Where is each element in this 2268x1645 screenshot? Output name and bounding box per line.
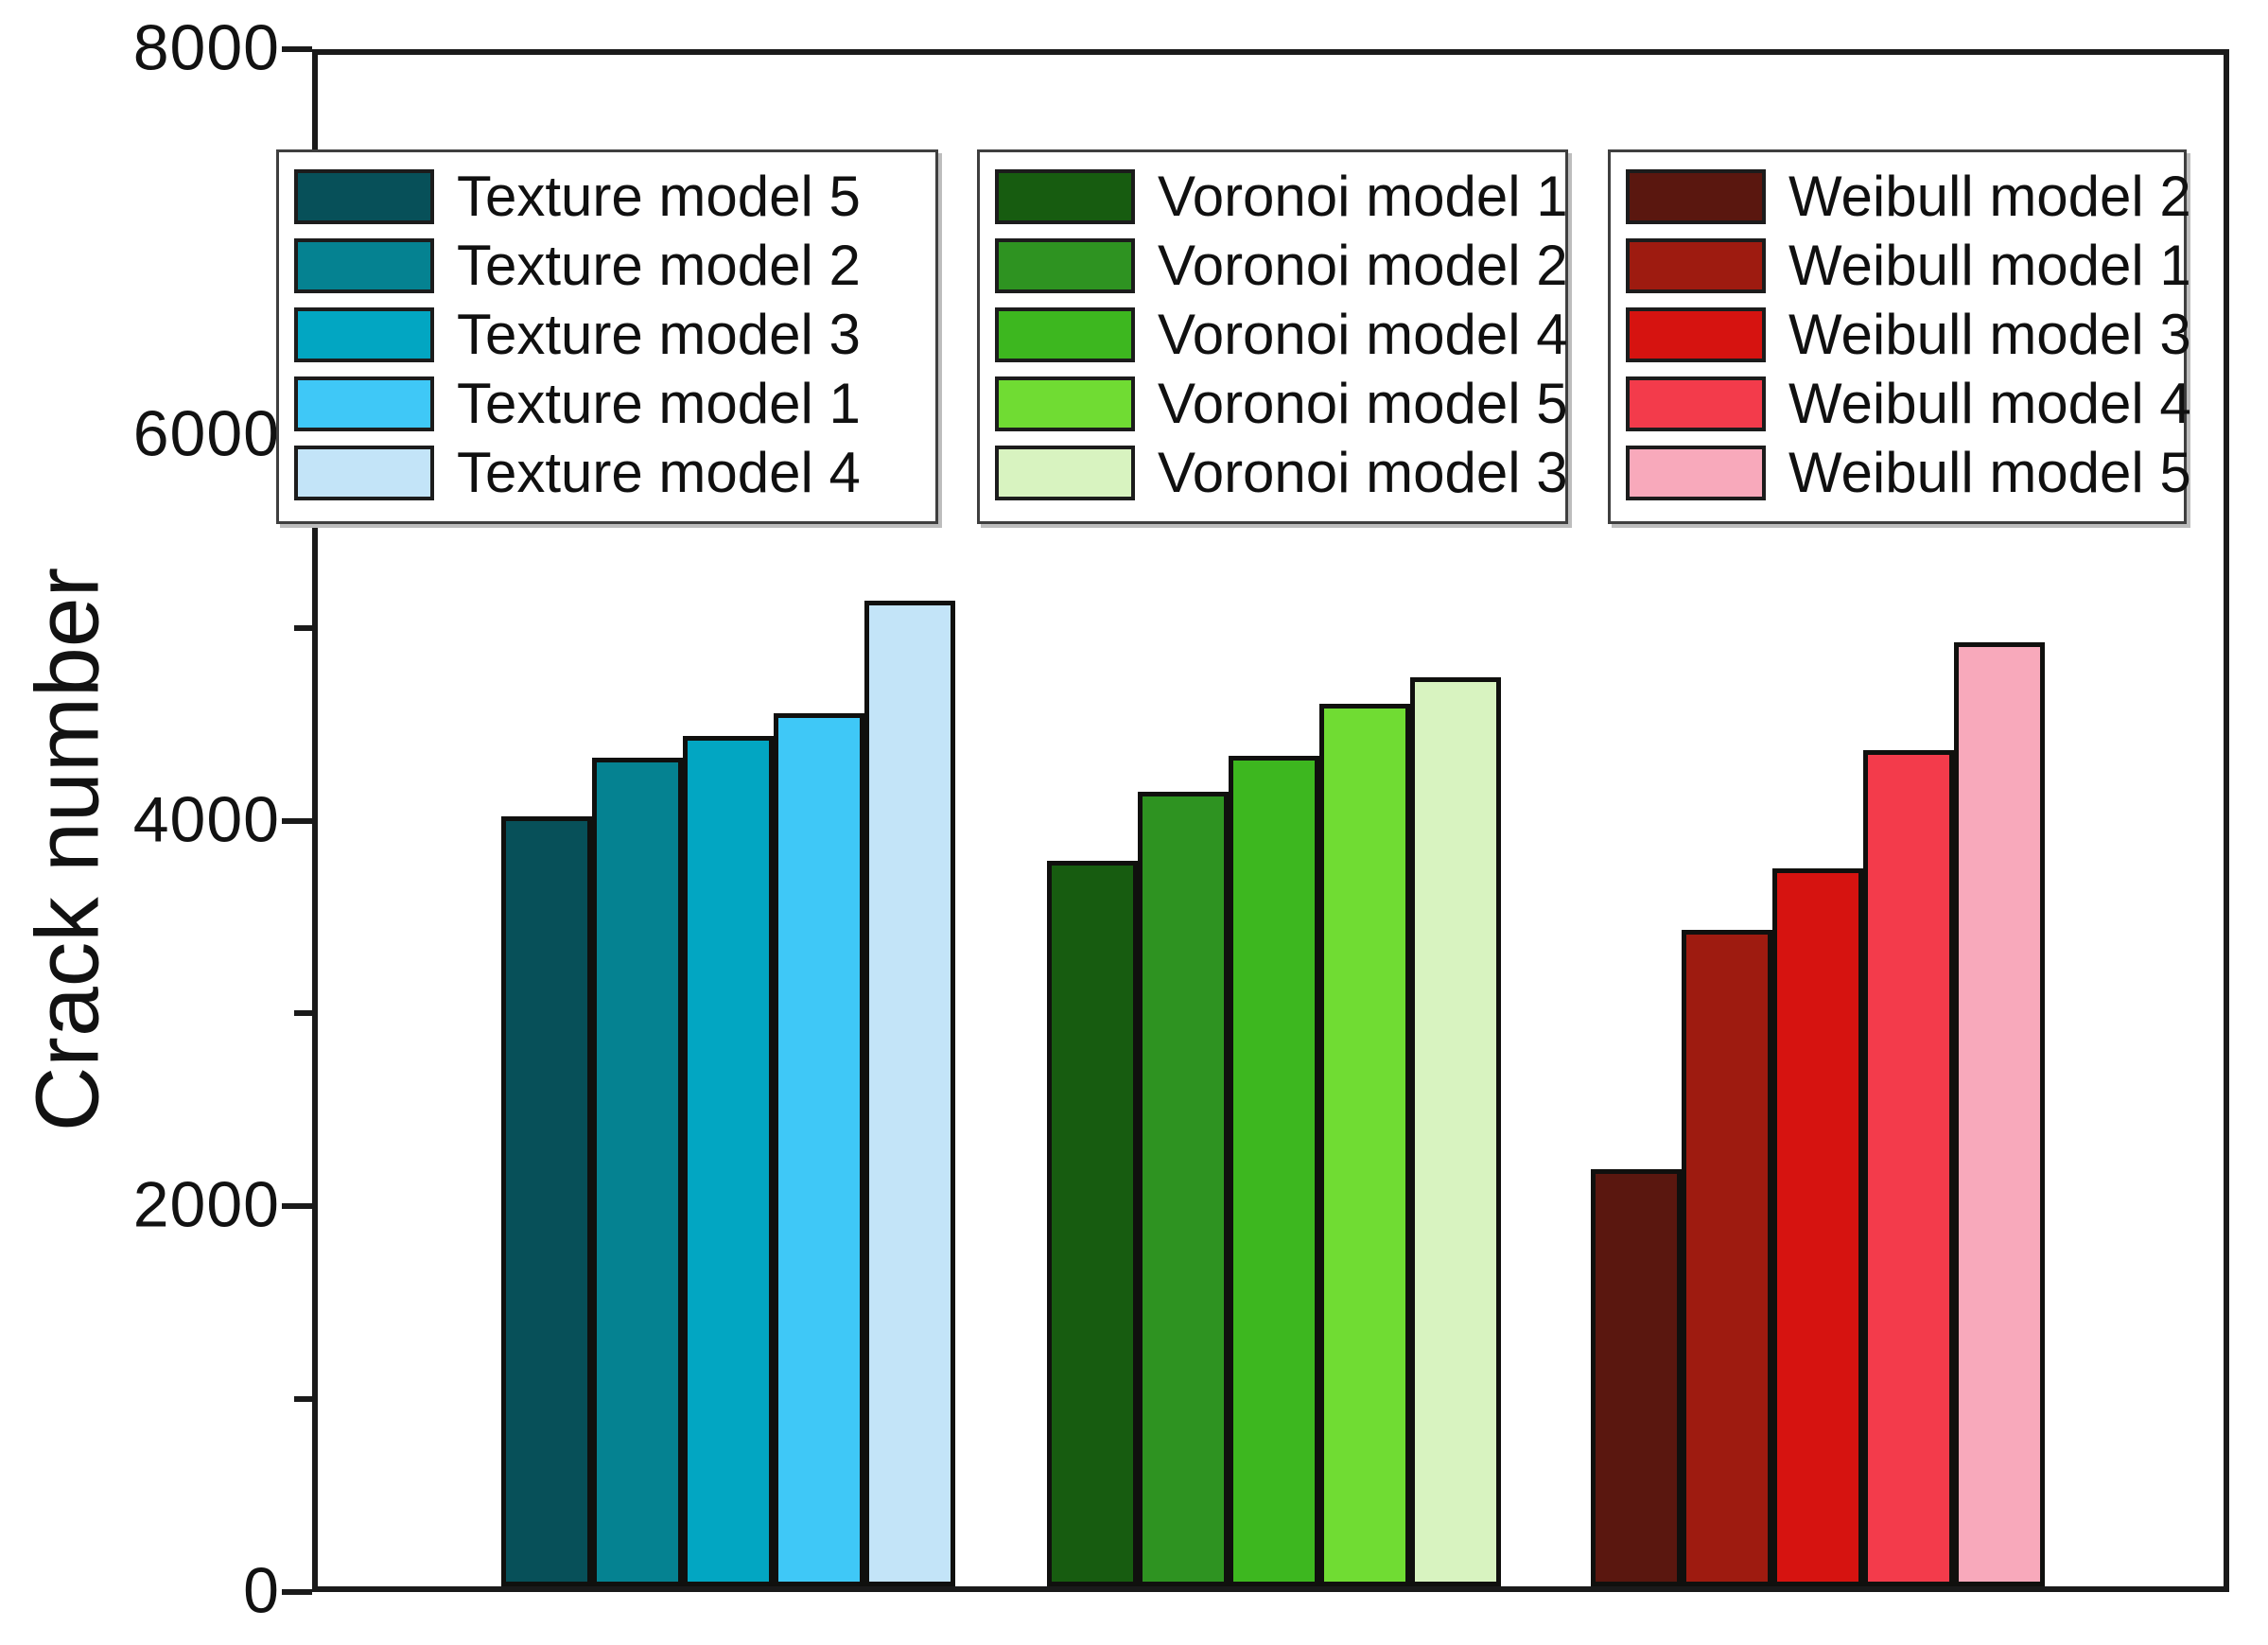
bar-voronoi-model-5 bbox=[1319, 704, 1410, 1586]
bar-weibull-model-5 bbox=[1954, 642, 2045, 1586]
legend-label: Texture model 1 bbox=[457, 372, 861, 435]
bar-weibull-model-4 bbox=[1863, 750, 1954, 1586]
legend-swatch-texture-model-3 bbox=[294, 306, 434, 362]
bars-layer bbox=[318, 55, 2224, 1586]
y-minor-tick bbox=[294, 624, 312, 631]
bar-weibull-model-1 bbox=[1682, 930, 1772, 1586]
legend-label: Voronoi model 1 bbox=[1158, 165, 1568, 228]
legend-swatch-weibull-model-2 bbox=[1626, 168, 1766, 224]
bar-voronoi-model-3 bbox=[1410, 677, 1501, 1586]
legend-item-texture-model-3: Texture model 3 bbox=[294, 300, 935, 369]
legend-item-texture-model-4: Texture model 4 bbox=[294, 438, 935, 507]
bar-texture-model-3 bbox=[683, 736, 774, 1586]
legend-label: Texture model 3 bbox=[457, 303, 861, 366]
y-tick-label: 4000 bbox=[132, 782, 280, 855]
legend-item-weibull-model-2: Weibull model 2 bbox=[1626, 162, 2191, 231]
legend-item-weibull-model-4: Weibull model 4 bbox=[1626, 369, 2191, 438]
y-major-tick bbox=[282, 46, 312, 52]
legend-item-voronoi-model-5: Voronoi model 5 bbox=[995, 369, 1568, 438]
y-major-tick bbox=[282, 1203, 312, 1210]
y-minor-tick bbox=[294, 1010, 312, 1017]
y-tick-label: 0 bbox=[243, 1554, 280, 1627]
legend-item-voronoi-model-4: Voronoi model 4 bbox=[995, 300, 1568, 369]
legend-item-weibull-model-1: Weibull model 1 bbox=[1626, 231, 2191, 300]
legend-label: Voronoi model 2 bbox=[1158, 234, 1568, 297]
y-tick-label: 8000 bbox=[132, 11, 280, 84]
legend-swatch-voronoi-model-3 bbox=[995, 445, 1135, 500]
legend-item-voronoi-model-3: Voronoi model 3 bbox=[995, 438, 1568, 507]
legend-swatch-weibull-model-3 bbox=[1626, 306, 1766, 362]
legend-item-weibull-model-5: Weibull model 5 bbox=[1626, 438, 2191, 507]
legend-label: Weibull model 1 bbox=[1788, 234, 2191, 297]
legend-swatch-voronoi-model-5 bbox=[995, 376, 1135, 431]
legend-label: Texture model 4 bbox=[457, 441, 861, 504]
legend-swatch-texture-model-5 bbox=[294, 168, 434, 224]
bar-weibull-model-3 bbox=[1772, 868, 1863, 1586]
legend-label: Texture model 5 bbox=[457, 165, 861, 228]
y-axis-title: Crack number bbox=[17, 567, 118, 1132]
legend-label: Weibull model 4 bbox=[1788, 372, 2191, 435]
legend-weibull-models: Weibull model 2 Weibull model 1 Weibull mo… bbox=[1608, 149, 2191, 524]
legend-texture-models: Texture model 5 Texture model 2 Texture mo… bbox=[276, 149, 938, 524]
bar-voronoi-model-2 bbox=[1138, 792, 1229, 1586]
legend-label: Voronoi model 4 bbox=[1158, 303, 1568, 366]
y-major-tick bbox=[282, 1589, 312, 1595]
legend-item-weibull-model-3: Weibull model 3 bbox=[1626, 300, 2191, 369]
legend-label: Weibull model 5 bbox=[1788, 441, 2191, 504]
bar-weibull-model-2 bbox=[1591, 1169, 1682, 1586]
legend-item-voronoi-model-1: Voronoi model 1 bbox=[995, 162, 1568, 231]
legend-label: Weibull model 3 bbox=[1788, 303, 2191, 366]
legend-swatch-texture-model-4 bbox=[294, 445, 434, 500]
bar-texture-model-5 bbox=[501, 816, 592, 1586]
bar-voronoi-model-4 bbox=[1229, 756, 1319, 1586]
bar-voronoi-model-1 bbox=[1047, 861, 1138, 1586]
legend-voronoi-models: Voronoi model 1 Voronoi model 2 Voronoi mo… bbox=[977, 149, 1568, 524]
legend-item-texture-model-1: Texture model 1 bbox=[294, 369, 935, 438]
legend-item-texture-model-5: Texture model 5 bbox=[294, 162, 935, 231]
legend-label: Voronoi model 5 bbox=[1158, 372, 1568, 435]
y-major-tick bbox=[282, 817, 312, 824]
legend-item-texture-model-2: Texture model 2 bbox=[294, 231, 935, 300]
legend-item-voronoi-model-2: Voronoi model 2 bbox=[995, 231, 1568, 300]
legend-swatch-voronoi-model-1 bbox=[995, 168, 1135, 224]
bar-texture-model-1 bbox=[774, 713, 864, 1586]
legend-swatch-voronoi-model-4 bbox=[995, 306, 1135, 362]
legend-swatch-voronoi-model-2 bbox=[995, 237, 1135, 293]
legend-label: Weibull model 2 bbox=[1788, 165, 2191, 228]
y-tick-label: 2000 bbox=[132, 1168, 280, 1241]
y-tick-label: 6000 bbox=[132, 397, 280, 470]
bar-texture-model-4 bbox=[864, 601, 955, 1586]
y-minor-tick bbox=[294, 1396, 312, 1403]
legend-swatch-weibull-model-1 bbox=[1626, 237, 1766, 293]
bar-texture-model-2 bbox=[592, 758, 683, 1586]
legend-swatch-texture-model-1 bbox=[294, 376, 434, 431]
legend-swatch-texture-model-2 bbox=[294, 237, 434, 293]
legend-swatch-weibull-model-5 bbox=[1626, 445, 1766, 500]
legend-label: Texture model 2 bbox=[457, 234, 861, 297]
legend-swatch-weibull-model-4 bbox=[1626, 376, 1766, 431]
legend-label: Voronoi model 3 bbox=[1158, 441, 1568, 504]
